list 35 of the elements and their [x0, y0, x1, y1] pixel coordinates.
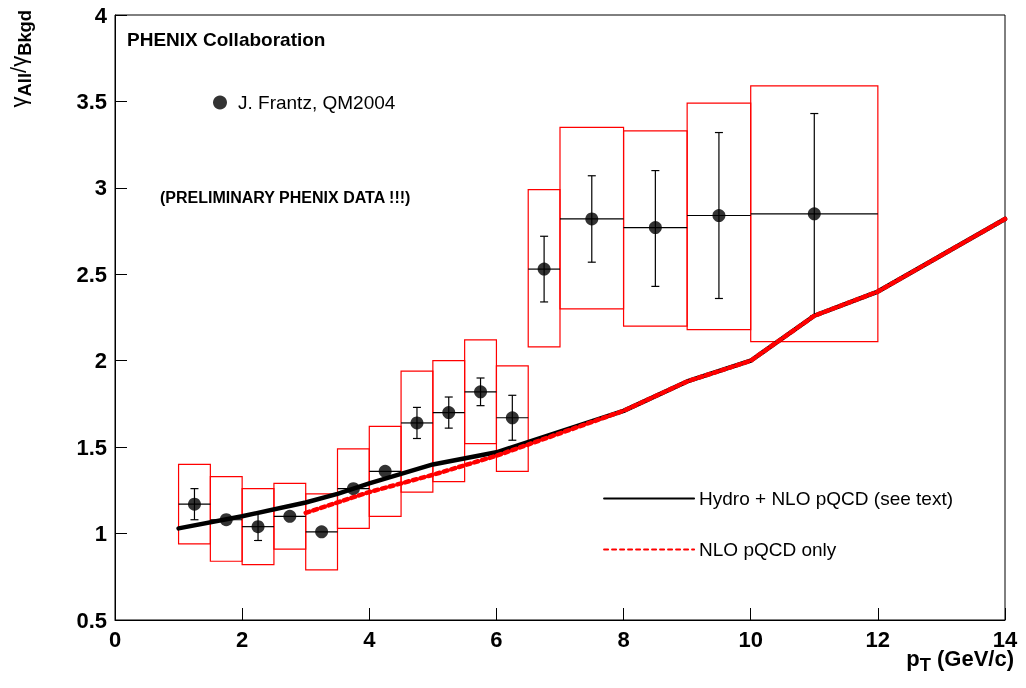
x-tick-label: 12: [865, 626, 891, 652]
point: [442, 406, 456, 420]
point: [807, 207, 821, 221]
x-tick-label: 2: [236, 626, 249, 652]
legend-label: J. Frantz, QM2004: [238, 92, 396, 113]
point: [283, 509, 297, 523]
point: [537, 262, 551, 276]
y-tick-label: 1.5: [76, 434, 107, 460]
point: [410, 416, 424, 430]
x-tick-label: 4: [363, 626, 377, 652]
point: [378, 464, 392, 478]
point: [648, 221, 662, 235]
y-tick-label: 0.5: [76, 607, 107, 633]
x-tick-label: 0: [108, 626, 122, 652]
point: [474, 385, 488, 399]
y-tick-label: 3: [94, 175, 107, 201]
annotation: PHENIX Collaboration: [127, 29, 326, 50]
legend-label: Hydro + NLO pQCD (see text): [699, 488, 954, 509]
point: [187, 497, 201, 511]
y-tick-label: 3.5: [76, 88, 107, 114]
x-tick-label: 6: [490, 626, 503, 652]
x-axis-title: p$_{T}$ (GeV/c): [906, 646, 1014, 677]
point: [251, 520, 265, 534]
y-tick-label: 1: [94, 521, 107, 547]
y-tick-label: 2: [94, 348, 107, 374]
annotation: (PRELIMINARY PHENIX DATA !!!): [160, 188, 411, 206]
point: [585, 212, 599, 226]
point: [505, 411, 519, 425]
y-tick-label: 4: [94, 2, 108, 28]
y-tick-label: 2.5: [76, 261, 107, 287]
x-tick-label: 10: [738, 626, 763, 652]
point: [315, 525, 329, 539]
legend-label: NLO pQCD only: [699, 539, 837, 560]
x-tick-label: 8: [617, 626, 630, 652]
point: [712, 209, 726, 223]
